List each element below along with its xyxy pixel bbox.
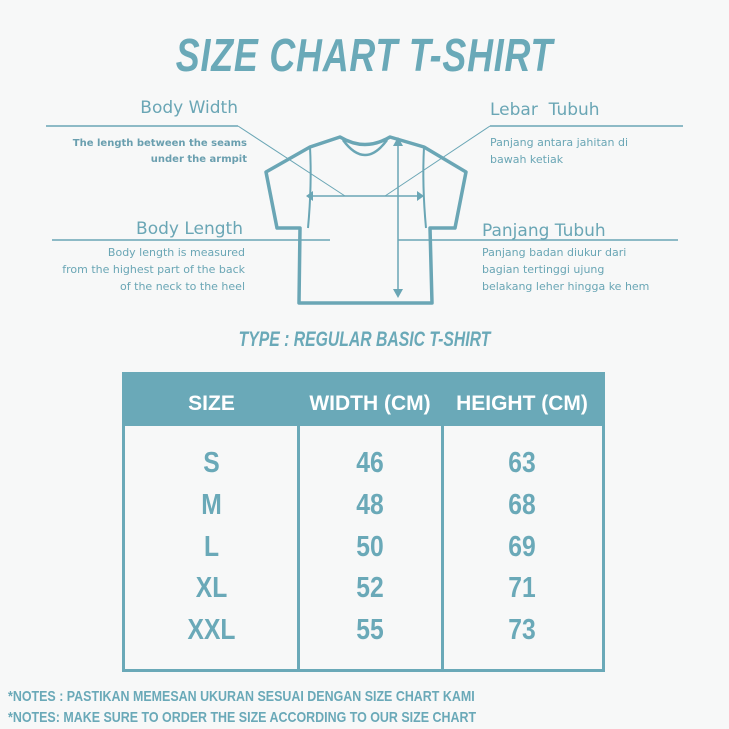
height-cell: 69 — [508, 530, 536, 563]
body-width-leader — [237, 125, 346, 197]
desc-line: bawah ketiak — [490, 153, 564, 166]
page-title: SIZE CHART T-SHIRT — [175, 29, 554, 81]
size-cell: L — [203, 530, 220, 563]
table-header: SIZE WIDTH (CM) HEIGHT (CM) — [125, 375, 602, 426]
size-cell: XL — [195, 572, 228, 605]
width-cell: 55 — [356, 614, 384, 647]
desc-line: from the highest part of the back — [62, 263, 245, 276]
desc-line: of the neck to the heel — [120, 280, 245, 293]
type-label: TYPE : REGULAR BASIC T-SHIRT — [238, 328, 491, 351]
desc-line: Body length is measured — [107, 246, 245, 259]
width-cell: 48 — [356, 488, 384, 521]
height-cell: 68 — [508, 488, 536, 521]
lebar-tubuh-desc: Panjang antara jahitan di bawah ketiak — [490, 134, 628, 168]
body-width-desc: The length between the seams under the a… — [73, 136, 247, 168]
desc-line: Panjang antara jahitan di — [490, 136, 629, 149]
desc-line: Panjang badan diukur dari — [482, 246, 627, 259]
height-cell: 63 — [508, 447, 536, 479]
size-cell: XXL — [187, 614, 236, 647]
width-cell: 50 — [356, 530, 384, 563]
size-table: SIZE WIDTH (CM) HEIGHT (CM) S 46 63 M 48 68 L 5… — [122, 372, 605, 672]
height-cell: 71 — [508, 572, 536, 605]
lebar-tubuh-leader — [384, 125, 491, 197]
body-length-label: Body Length — [136, 219, 243, 239]
width-cell: 52 — [356, 572, 384, 605]
note-en: *NOTES: MAKE SURE TO ORDER THE SIZE ACCO… — [8, 709, 477, 726]
panjang-tubuh-desc: Panjang badan diukur dari bagian terting… — [482, 244, 649, 295]
size-cell: M — [201, 488, 222, 521]
header-size: SIZE — [188, 392, 235, 415]
header-height: HEIGHT (CM) — [456, 392, 588, 415]
panjang-tubuh-label: Panjang Tubuh — [482, 221, 606, 241]
width-cell: 46 — [356, 447, 384, 479]
size-cell: S — [203, 447, 220, 479]
desc-line: The length between the seams — [72, 138, 247, 149]
height-cell: 73 — [508, 614, 536, 647]
tshirt-outline — [264, 135, 468, 305]
body-width-label: Body Width — [140, 98, 238, 118]
desc-line: belakang leher hingga ke hem — [482, 280, 650, 293]
lebar-tubuh-label: Lebar Tubuh — [490, 100, 600, 120]
header-width: WIDTH (CM) — [309, 392, 431, 415]
desc-line: bagian tertinggi ujung — [482, 263, 605, 276]
column-divider — [441, 426, 444, 669]
desc-line: under the armpit — [150, 154, 247, 165]
body-length-desc: Body length is measured from the highest… — [62, 244, 245, 295]
note-id: *NOTES : PASTIKAN MEMESAN UKURAN SESUAI … — [8, 688, 475, 705]
column-divider — [297, 426, 300, 669]
tshirt-collar — [341, 139, 389, 157]
